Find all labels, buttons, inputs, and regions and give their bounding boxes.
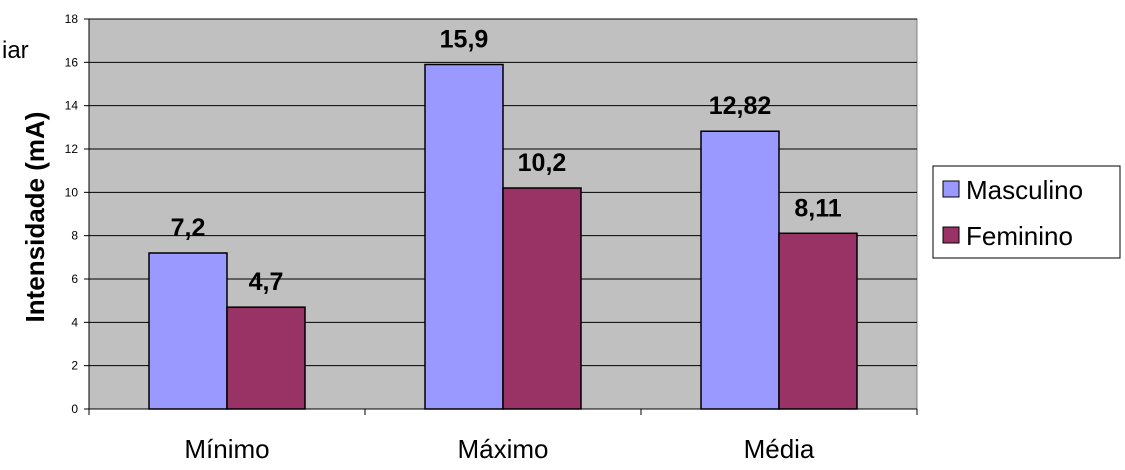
title-fragment: iar <box>2 37 29 64</box>
y-tick-label: 12 <box>65 142 79 156</box>
legend: Masculino Feminino <box>932 165 1121 259</box>
bar-masculino-1 <box>148 252 228 410</box>
x-tick-label: Média <box>744 434 815 464</box>
legend-label-masculino: Masculino <box>966 175 1083 205</box>
data-label: 7,2 <box>171 214 206 242</box>
legend-swatch-masculino <box>942 180 960 198</box>
x-tick-label: Máximo <box>457 434 548 464</box>
data-label: 10,2 <box>518 149 567 177</box>
data-label: 4,7 <box>249 268 284 296</box>
data-label: 8,11 <box>794 194 841 222</box>
legend-label-feminino: Feminino <box>966 221 1073 251</box>
y-tick-label: 0 <box>71 402 78 416</box>
y-tick-label: 14 <box>65 99 79 113</box>
y-tick-label: 10 <box>65 185 79 199</box>
bar-feminino-2 <box>502 187 582 410</box>
bars <box>148 63 858 410</box>
x-axis-ticks: Mínimo Máximo Média <box>88 409 918 464</box>
y-axis-label: Intensidade (mA) <box>20 112 50 323</box>
bar-masculino-3 <box>700 130 780 410</box>
y-tick-label: 2 <box>71 359 78 373</box>
data-label: 12,82 <box>709 92 772 120</box>
y-tick-label: 18 <box>65 12 79 26</box>
bar-feminino-3 <box>778 232 858 410</box>
bar-feminino-1 <box>226 306 306 410</box>
y-tick-label: 8 <box>71 229 78 243</box>
legend-box <box>932 165 1121 259</box>
y-tick-label: 4 <box>71 315 78 329</box>
data-label: 15,9 <box>440 26 489 54</box>
bar-masculino-2 <box>424 63 504 410</box>
y-tick-label: 16 <box>65 55 79 69</box>
y-tick-label: 6 <box>71 272 78 286</box>
x-tick-label: Mínimo <box>184 434 269 464</box>
legend-swatch-feminino <box>942 226 960 244</box>
data-labels: 7,2 4,7 15,9 10,2 12,82 8,11 <box>171 26 842 297</box>
